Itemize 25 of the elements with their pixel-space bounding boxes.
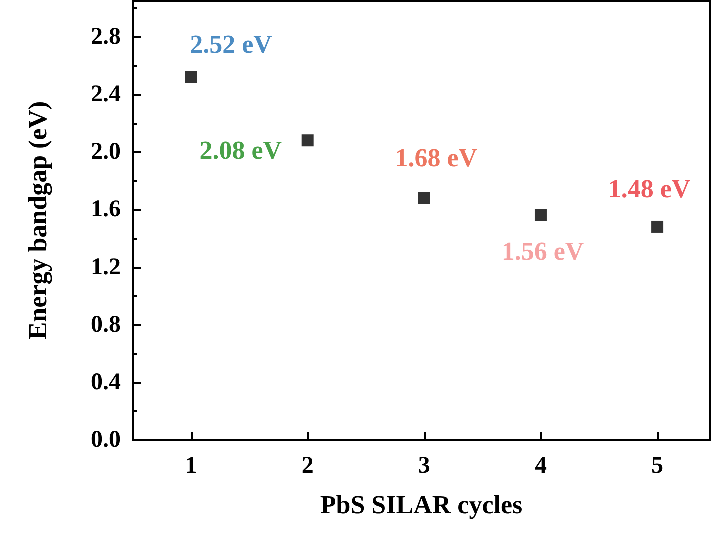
point: [652, 220, 664, 233]
x-axis-title: PbS SILAR cycles: [320, 490, 523, 520]
y-axis-title: Energy bandgap (eV): [24, 101, 52, 340]
point: [418, 192, 430, 204]
point: [185, 71, 198, 84]
x-tick-label: 3: [418, 453, 430, 479]
x-tick-label: 2: [302, 453, 314, 479]
data-label: 1.56 eV: [502, 236, 584, 266]
data-label: 1.48 eV: [608, 174, 691, 204]
y-tick-label: 1.2: [91, 254, 121, 280]
y-tick-label: 2.4: [91, 82, 121, 108]
data-label: 1.68 eV: [395, 144, 478, 173]
y-tick-label: 1.6: [91, 196, 121, 223]
y-tick-label: 0.8: [91, 312, 121, 338]
data-label: 2.08 eV: [200, 136, 282, 166]
y-tick-label: 0.0: [91, 427, 121, 453]
x-tick-label: 4: [534, 453, 547, 479]
y-tick-label: 2.0: [91, 139, 121, 166]
y-tick-label: 2.8: [91, 24, 121, 50]
x-tick-label: 1: [185, 453, 198, 479]
y-tick-label: 0.4: [91, 369, 121, 396]
point: [302, 134, 314, 147]
data-label: 2.52 eV: [190, 30, 273, 59]
point: [534, 209, 547, 222]
x-tick-label: 5: [652, 453, 664, 479]
